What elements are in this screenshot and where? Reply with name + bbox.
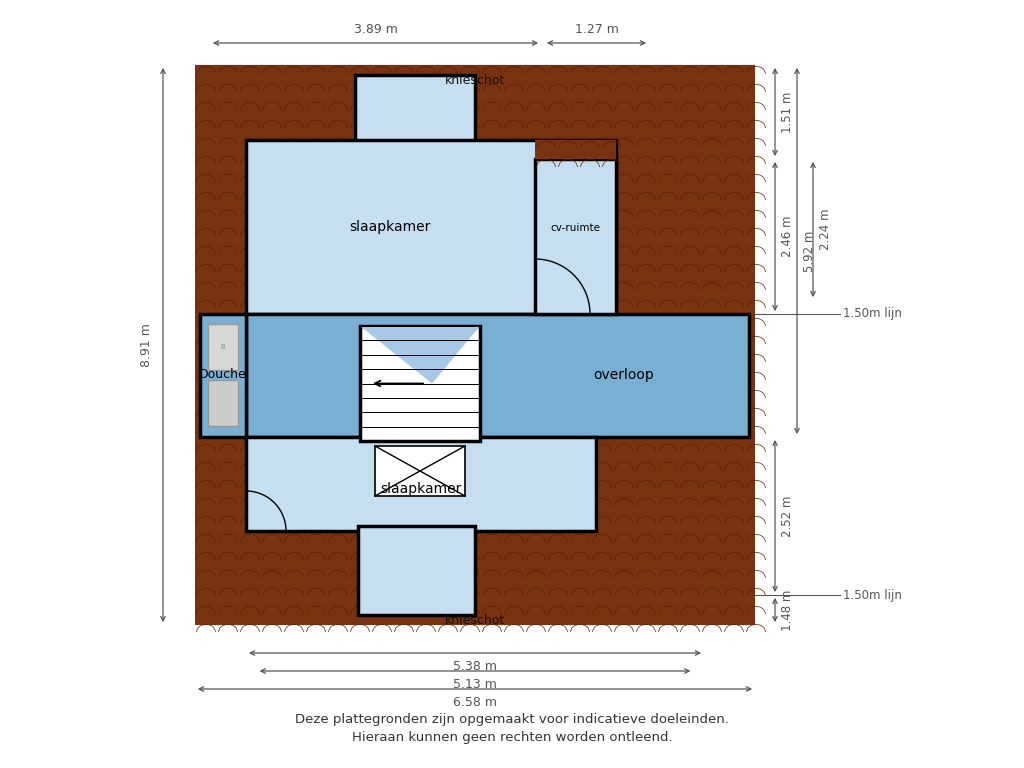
- Bar: [208, 380, 238, 426]
- Text: 1.50m lijn: 1.50m lijn: [843, 307, 902, 320]
- Text: Deze plattegronden zijn opgemaakt voor indicatieve doeleinden.: Deze plattegronden zijn opgemaakt voor i…: [295, 713, 729, 727]
- Text: slaapkamer: slaapkamer: [349, 220, 431, 234]
- Bar: [195, 65, 755, 625]
- Text: 2.46 m: 2.46 m: [781, 216, 794, 257]
- Bar: [246, 314, 749, 437]
- Text: 6.58 m: 6.58 m: [453, 696, 497, 709]
- Text: slaapkamer: slaapkamer: [380, 482, 462, 496]
- Text: 3.89 m: 3.89 m: [353, 23, 397, 36]
- Text: 2.52 m: 2.52 m: [781, 495, 794, 537]
- Text: overloop: overloop: [594, 368, 654, 382]
- Bar: [535, 159, 616, 314]
- Text: 1.27 m: 1.27 m: [574, 23, 618, 36]
- Text: knieschot: knieschot: [444, 614, 505, 627]
- Text: Douche: Douche: [199, 369, 247, 382]
- Bar: [246, 140, 616, 314]
- Text: knieschot: knieschot: [444, 74, 505, 87]
- Text: 5.38 m: 5.38 m: [453, 660, 497, 673]
- Text: 2.24 m: 2.24 m: [819, 209, 831, 250]
- Bar: [535, 140, 616, 159]
- Text: Hieraan kunnen geen rechten worden ontleend.: Hieraan kunnen geen rechten worden ontle…: [351, 731, 673, 744]
- Text: cv-ruimte: cv-ruimte: [550, 223, 600, 233]
- Text: 5.92 m: 5.92 m: [803, 230, 816, 272]
- Bar: [360, 326, 480, 441]
- Bar: [208, 324, 238, 370]
- Bar: [358, 526, 475, 615]
- Bar: [375, 446, 465, 496]
- Polygon shape: [360, 326, 480, 383]
- Text: B: B: [220, 344, 225, 350]
- Bar: [200, 314, 246, 437]
- Text: 1.50m lijn: 1.50m lijn: [843, 588, 902, 601]
- Text: 8.91 m: 8.91 m: [140, 323, 153, 367]
- Bar: [355, 75, 475, 145]
- Text: 1.51 m: 1.51 m: [781, 91, 794, 133]
- Bar: [246, 437, 596, 531]
- Text: 5.13 m: 5.13 m: [453, 678, 497, 691]
- Text: 1.48 m: 1.48 m: [781, 589, 794, 631]
